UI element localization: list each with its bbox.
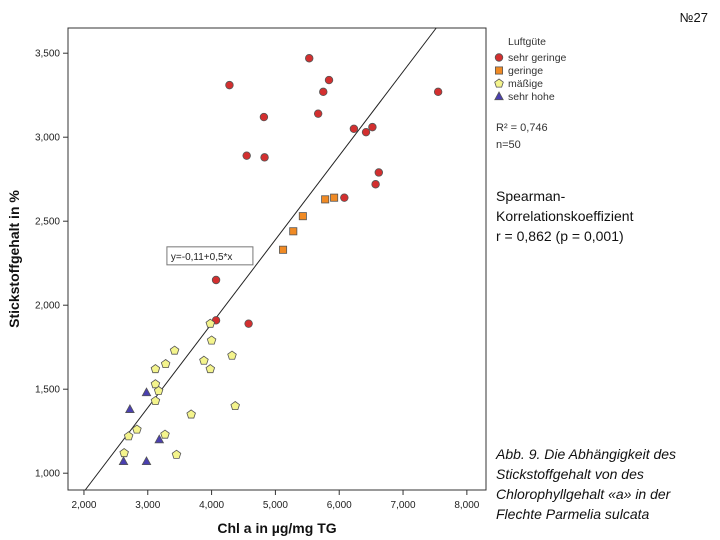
x-tick-label: 3,000 <box>135 500 160 511</box>
data-point-circle <box>244 319 253 328</box>
y-tick-label: 3,500 <box>35 49 60 60</box>
page-number: №27 <box>679 10 708 25</box>
data-point-circle <box>259 112 269 122</box>
data-point-circle <box>361 127 371 137</box>
data-point-square <box>289 227 298 236</box>
data-point-circle <box>374 168 383 177</box>
x-tick-label: 4,000 <box>199 500 224 511</box>
spearman-line-2: Korrelationskoeffizient <box>496 208 634 224</box>
data-point-pentagon <box>160 359 171 369</box>
y-tick-label: 1,500 <box>35 385 60 396</box>
legend-label: sehr geringe <box>508 52 567 64</box>
x-tick-label: 8,000 <box>454 500 479 511</box>
x-axis-title: Chl a in µg/mg TG <box>217 520 336 536</box>
data-point-square <box>279 245 288 254</box>
data-point-pentagon <box>205 318 216 328</box>
data-point-pentagon <box>132 424 142 434</box>
legend-label: geringe <box>508 65 543 77</box>
data-point-pentagon <box>227 350 237 360</box>
data-point-square <box>330 193 339 202</box>
legend-marker-square <box>494 66 503 75</box>
data-point-pentagon <box>123 431 134 441</box>
plot-area <box>67 27 487 491</box>
data-point-square <box>321 195 330 204</box>
data-point-triangle <box>154 434 165 444</box>
data-point-pentagon <box>199 355 209 365</box>
r-squared-text: R² = 0,746 <box>496 122 548 134</box>
data-point-pentagon <box>205 364 216 374</box>
data-point-pentagon <box>119 448 129 458</box>
data-point-circle <box>319 87 328 97</box>
regression-line-group: y=-0,11+0,5*x <box>84 27 437 491</box>
sample-size-text: n=50 <box>496 139 521 151</box>
y-tick-label: 2,500 <box>35 217 60 228</box>
legend-label: mäßige <box>508 78 543 90</box>
legend-marker-triangle <box>494 91 504 101</box>
caption-line-4: Flechte Parmelia sulcata <box>496 506 650 522</box>
equation-label: y=-0,11+0,5*x <box>171 252 233 263</box>
spearman-line-3: r = 0,862 (p = 0,001) <box>496 228 624 244</box>
data-point-circle <box>368 122 377 132</box>
y-axis-title: Stickstoffgehalt in % <box>6 190 22 328</box>
x-tick-label: 2,000 <box>71 500 96 511</box>
data-points <box>118 54 443 466</box>
legend-label: sehr hohe <box>508 91 555 103</box>
data-point-pentagon <box>153 385 164 395</box>
x-tick-label: 5,000 <box>263 500 288 511</box>
data-point-circle <box>371 180 380 189</box>
data-point-pentagon <box>206 335 217 345</box>
legend-marker-pentagon <box>494 78 504 88</box>
data-point-triangle <box>141 456 152 466</box>
equation-box <box>166 246 254 266</box>
data-point-circle <box>211 275 221 285</box>
data-point-circle <box>242 151 251 160</box>
data-point-circle <box>225 80 234 90</box>
data-point-triangle <box>118 456 129 466</box>
data-point-pentagon <box>169 345 180 355</box>
data-point-pentagon <box>150 379 161 389</box>
data-point-circle <box>324 75 334 85</box>
data-point-pentagon <box>186 409 196 419</box>
caption-line-1: Abb. 9. Die Abhängigkeit des <box>496 446 677 462</box>
data-point-square <box>298 212 307 221</box>
data-point-pentagon <box>150 364 161 374</box>
spearman-block: Spearman- Korrelationskoeffizient r = 0,… <box>496 186 711 246</box>
data-point-pentagon <box>171 449 182 459</box>
x-tick-label: 7,000 <box>391 500 416 511</box>
data-point-circle <box>433 87 443 97</box>
data-point-circle <box>260 153 269 162</box>
legend-marker-circle <box>494 53 504 62</box>
x-axis: 2,000 3,000 4,000 5,000 6,000 7,000 8,000 <box>71 490 480 511</box>
y-tick-label: 1,000 <box>35 469 60 480</box>
y-tick-label: 2,000 <box>35 301 60 312</box>
data-point-triangle <box>141 387 152 397</box>
spearman-line-1: Spearman- <box>496 188 566 204</box>
data-point-pentagon <box>230 401 240 411</box>
data-point-pentagon <box>160 429 170 439</box>
data-point-circle <box>305 54 314 63</box>
data-point-circle <box>340 193 349 202</box>
stats-block: R² = 0,746 n=50 <box>496 120 548 154</box>
data-point-pentagon <box>150 395 161 406</box>
data-point-triangle <box>125 404 135 413</box>
y-tick-label: 3,000 <box>35 133 60 144</box>
legend-title: Luftgüte <box>508 36 546 48</box>
caption-line-3: Chlorophyllgehalt «a» in der <box>496 486 671 502</box>
data-point-circle <box>349 124 359 133</box>
data-point-circle <box>313 109 323 118</box>
regression-line <box>84 27 437 491</box>
caption-line-2: Stickstoffgehalt von des <box>496 466 644 482</box>
x-tick-label: 6,000 <box>327 500 352 511</box>
figure-caption: Abb. 9. Die Abhängigkeit des Stickstoffg… <box>496 444 714 524</box>
y-axis: 1,000 1,500 2,000 2,500 3,000 3,500 <box>35 49 68 480</box>
